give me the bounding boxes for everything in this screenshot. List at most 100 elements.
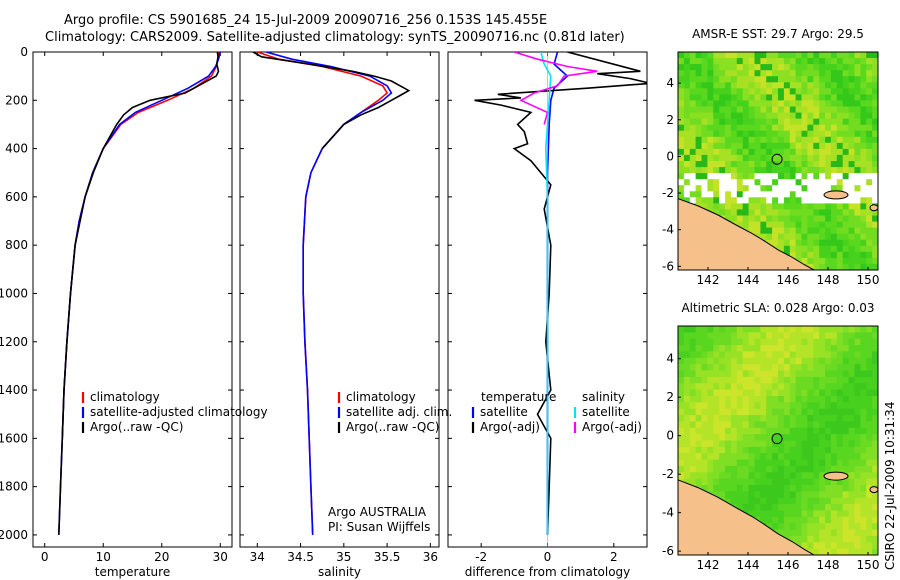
map-cell xyxy=(766,357,773,365)
map-cell xyxy=(754,154,761,162)
map-cell xyxy=(707,345,714,353)
map-cell xyxy=(742,191,750,198)
map-cell xyxy=(678,440,685,448)
map-cell xyxy=(736,82,744,89)
map-cell xyxy=(725,345,732,353)
map-cell xyxy=(742,94,750,102)
map-cell xyxy=(807,130,814,138)
map-cell xyxy=(772,118,779,126)
map-cell xyxy=(730,351,738,359)
map-cell xyxy=(848,64,856,71)
map-cell xyxy=(760,209,767,217)
map-cell xyxy=(713,76,720,83)
map-cell xyxy=(754,148,761,156)
y-tick-label: 800 xyxy=(5,238,28,252)
map-cell xyxy=(807,100,814,108)
map-cell xyxy=(801,345,808,353)
map-cell xyxy=(872,185,878,192)
map-cell xyxy=(719,142,726,150)
map-cell xyxy=(730,376,738,384)
map-cell xyxy=(766,421,773,429)
map-cell xyxy=(713,167,720,174)
map-cell xyxy=(772,332,779,340)
map-cell xyxy=(766,338,773,346)
map-cell xyxy=(795,112,803,120)
map-cell xyxy=(872,209,878,217)
map-cell xyxy=(819,136,826,144)
map-cell xyxy=(695,427,703,435)
map-cell xyxy=(819,453,826,461)
map-cell xyxy=(689,440,697,448)
map-cell xyxy=(819,112,826,120)
map-cell xyxy=(766,82,773,89)
map-cell xyxy=(836,106,844,114)
map-cell xyxy=(766,124,773,132)
map-cell xyxy=(848,167,856,174)
map-cell xyxy=(819,434,826,442)
map-cell xyxy=(854,434,861,442)
map-cell xyxy=(760,491,767,499)
map-cell xyxy=(813,112,820,120)
map-cell xyxy=(783,76,791,83)
map-cell xyxy=(795,529,803,537)
map-cell xyxy=(701,421,708,429)
map-cell xyxy=(713,370,720,378)
map-cell xyxy=(689,389,697,397)
map-cell xyxy=(872,82,878,89)
map-cell xyxy=(848,88,856,95)
map-cell xyxy=(760,415,767,423)
map-cell xyxy=(772,70,779,77)
map-cell xyxy=(683,338,691,346)
map-cell xyxy=(719,76,726,83)
map-cell xyxy=(825,516,832,524)
map-cell xyxy=(695,70,703,77)
map-title: AMSR-E SST: 29.7 Argo: 29.5 xyxy=(692,27,864,41)
map-cell xyxy=(736,459,744,467)
map-cell xyxy=(730,491,738,499)
map-cell xyxy=(813,465,820,473)
map-cell xyxy=(836,376,844,384)
map-cell xyxy=(725,173,732,180)
map-cell xyxy=(860,142,867,150)
map-cell xyxy=(689,100,697,108)
map-cell xyxy=(866,440,873,448)
map-cell xyxy=(789,173,797,180)
map-cell xyxy=(819,491,826,499)
map-cell xyxy=(678,88,685,95)
map-cell xyxy=(778,415,785,423)
map-cell xyxy=(783,510,791,518)
map-cell xyxy=(683,148,691,156)
map-cell xyxy=(689,446,697,454)
map-cell xyxy=(760,106,767,114)
map-cell xyxy=(819,472,826,480)
map-cell xyxy=(795,130,803,138)
map-cell xyxy=(766,434,773,442)
map-cell xyxy=(730,453,738,461)
map-cell xyxy=(872,130,878,138)
map-cell xyxy=(789,203,797,211)
map-cell xyxy=(707,88,714,95)
map-cell xyxy=(807,64,814,71)
map-cell xyxy=(819,239,826,247)
map-cell xyxy=(860,332,867,340)
map-cell xyxy=(730,118,738,126)
map-cell xyxy=(819,326,826,333)
map-cell xyxy=(783,516,791,524)
map-cell xyxy=(778,227,785,235)
map-cell xyxy=(854,396,861,403)
map-cell xyxy=(695,161,703,168)
map-cell xyxy=(689,58,697,65)
map-cell xyxy=(719,370,726,378)
map-cell xyxy=(683,427,691,435)
map-cell xyxy=(801,94,808,102)
map-cell xyxy=(854,197,861,204)
map-cell xyxy=(801,245,808,253)
map-cell xyxy=(872,263,878,270)
map-cell xyxy=(842,440,850,448)
map-cell xyxy=(830,459,838,467)
map-cell xyxy=(807,427,814,435)
figure-title-line1: Argo profile: CS 5901685_24 15-Jul-2009 … xyxy=(64,13,548,28)
map-cell xyxy=(813,459,820,467)
map-cell xyxy=(719,459,726,467)
map-cell xyxy=(683,459,691,467)
